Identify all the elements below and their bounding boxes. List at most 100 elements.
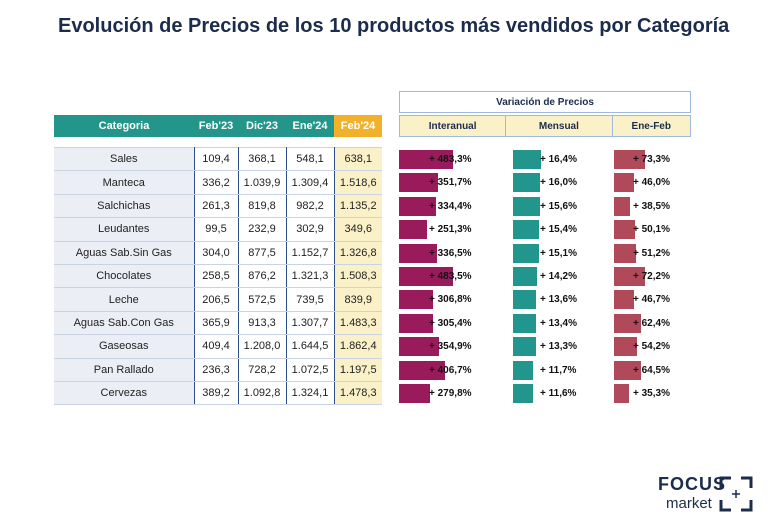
bar-interanual xyxy=(399,383,431,403)
value-interanual: + 251,3% xyxy=(429,224,472,236)
cell-ene24: 982,2 xyxy=(286,194,335,219)
header-feb23: Feb'23 xyxy=(194,115,238,137)
variacion-bars: + 483,3% + 16,4% + 73,3% + 351,7% + 16,0% + 4… xyxy=(399,148,691,405)
cell-feb23: 206,5 xyxy=(194,287,239,312)
cell-feb24: 1.135,2 xyxy=(334,194,382,219)
table-row: Salchichas 261,3 819,8 982,2 1.135,2 xyxy=(54,194,382,219)
cell-feb23: 109,4 xyxy=(194,146,239,172)
cell-categoria: Chocolates xyxy=(54,264,195,289)
value-enefeb: + 72,2% xyxy=(633,270,670,282)
table-row: Leche 206,5 572,5 739,5 839,9 xyxy=(54,287,382,312)
table-row: Pan Rallado 236,3 728,2 1.072,5 1.197,5 xyxy=(54,358,382,382)
logo-focus-text: FOCUS xyxy=(658,474,726,494)
cell-ene24: 739,5 xyxy=(286,287,335,312)
bar-interanual xyxy=(399,290,434,310)
bar-interanual xyxy=(399,150,454,169)
cell-feb24: 1.518,6 xyxy=(334,170,382,195)
cell-categoria: Pan Rallado xyxy=(54,358,195,382)
bar-interanual xyxy=(399,313,434,333)
cell-categoria: Leche xyxy=(54,287,195,312)
bar-mensual xyxy=(513,150,541,169)
variacion-columns: Interanual Mensual Ene-Feb xyxy=(399,115,691,137)
cell-ene24: 1.152,7 xyxy=(286,241,335,265)
cell-categoria: Sales xyxy=(54,146,195,172)
cell-categoria: Cervezas xyxy=(54,381,195,406)
cell-categoria: Manteca xyxy=(54,170,195,195)
cell-feb23: 304,0 xyxy=(194,241,239,265)
header-ene24: Ene'24 xyxy=(286,115,334,137)
cell-feb23: 409,4 xyxy=(194,334,239,359)
cell-feb23: 236,3 xyxy=(194,358,239,382)
cell-dic23: 876,2 xyxy=(238,264,287,289)
cell-ene24: 1.321,3 xyxy=(286,264,335,289)
bar-enefeb xyxy=(614,150,646,169)
value-enefeb: + 50,1% xyxy=(633,224,670,236)
variacion-row: + 279,8% + 11,6% + 35,3% xyxy=(399,382,691,405)
cell-dic23: 728,2 xyxy=(238,358,287,382)
bar-mensual xyxy=(513,290,537,310)
value-mensual: + 15,4% xyxy=(540,224,577,236)
value-enefeb: + 64,5% xyxy=(633,364,670,376)
table-row: Aguas Sab.Con Gas 365,9 913,3 1.307,7 1.483,… xyxy=(54,311,382,336)
value-mensual: + 13,4% xyxy=(540,317,577,329)
bar-enefeb xyxy=(614,383,629,403)
cell-feb23: 336,2 xyxy=(194,170,239,195)
cell-ene24: 302,9 xyxy=(286,217,335,242)
bar-mensual xyxy=(513,243,539,263)
value-interanual: + 334,4% xyxy=(429,200,472,212)
cell-feb24: 1.508,3 xyxy=(334,264,382,289)
cell-categoria: Aguas Sab.Con Gas xyxy=(54,311,195,336)
bar-mensual xyxy=(513,220,540,240)
cell-dic23: 572,5 xyxy=(238,287,287,312)
value-enefeb: + 35,3% xyxy=(633,387,670,399)
cell-feb23: 365,9 xyxy=(194,311,239,336)
cell-feb24: 349,6 xyxy=(334,217,382,242)
table-row: Leudantes 99,5 232,9 302,9 349,6 xyxy=(54,217,382,242)
cell-feb23: 261,3 xyxy=(194,194,239,219)
bar-interanual xyxy=(399,173,439,193)
cell-dic23: 1.092,8 xyxy=(238,381,287,406)
bar-mensual xyxy=(513,196,540,216)
cell-ene24: 1.324,1 xyxy=(286,381,335,406)
logo-market-text: market xyxy=(666,495,712,512)
table-row: Cervezas 389,2 1.092,8 1.324,1 1.478,3 xyxy=(54,381,382,406)
bar-mensual xyxy=(513,173,541,193)
cell-categoria: Gaseosas xyxy=(54,334,195,359)
variacion-row: + 483,3% + 16,4% + 73,3% xyxy=(399,148,691,171)
value-enefeb: + 46,7% xyxy=(633,294,670,306)
table-row: Manteca 336,2 1.039,9 1.309,4 1.518,6 xyxy=(54,170,382,195)
value-enefeb: + 51,2% xyxy=(633,247,670,259)
table-row: Sales 109,4 368,1 548,1 638,1 xyxy=(54,146,382,172)
column-enefeb: Ene-Feb xyxy=(631,120,671,132)
bar-interanual xyxy=(399,266,454,286)
value-interanual: + 306,8% xyxy=(429,294,472,306)
bar-mensual xyxy=(513,383,533,403)
value-interanual: + 483,5% xyxy=(429,270,472,282)
page-title: Evolución de Precios de los 10 productos… xyxy=(58,15,730,37)
column-mensual: Mensual xyxy=(506,116,613,136)
bar-enefeb xyxy=(614,266,645,286)
cell-ene24: 1.307,7 xyxy=(286,311,335,336)
cell-feb23: 99,5 xyxy=(194,217,239,242)
header-dic23: Dic'23 xyxy=(238,115,286,137)
variacion-row: + 354,9% + 13,3% + 54,2% xyxy=(399,335,691,358)
cell-dic23: 1.208,0 xyxy=(238,334,287,359)
value-interanual: + 483,3% xyxy=(429,154,472,165)
value-mensual: + 13,6% xyxy=(540,294,577,306)
cell-feb24: 839,9 xyxy=(334,287,382,312)
cell-feb24: 638,1 xyxy=(334,146,382,172)
cell-feb24: 1.483,3 xyxy=(334,311,382,336)
value-enefeb: + 73,3% xyxy=(633,154,670,165)
cell-categoria: Aguas Sab.Sin Gas xyxy=(54,241,195,265)
value-mensual: + 16,0% xyxy=(540,177,577,189)
value-interanual: + 351,7% xyxy=(429,177,472,189)
variacion-row: + 336,5% + 15,1% + 51,2% xyxy=(399,242,691,265)
value-interanual: + 305,4% xyxy=(429,317,472,329)
bar-enefeb xyxy=(614,337,638,357)
value-enefeb: + 54,2% xyxy=(633,341,670,353)
cell-categoria: Leudantes xyxy=(54,217,195,242)
cell-categoria: Salchichas xyxy=(54,194,195,219)
bar-interanual xyxy=(399,243,437,263)
cell-dic23: 368,1 xyxy=(238,146,287,172)
variacion-row: + 351,7% + 16,0% + 46,0% xyxy=(399,171,691,194)
